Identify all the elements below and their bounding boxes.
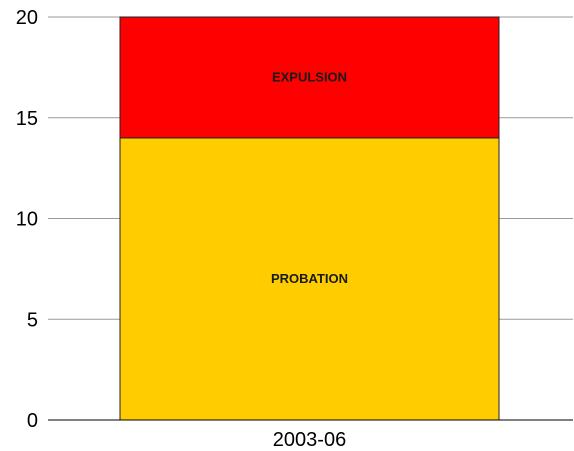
y-tick-label: 15: [16, 108, 38, 130]
y-tick-label: 20: [16, 7, 38, 29]
y-tick-label: 0: [27, 410, 38, 432]
y-tick-label: 10: [16, 209, 38, 231]
y-axis-tick-labels: 0 5 10 15 20: [16, 7, 38, 432]
bar-segments: [119, 16, 500, 421]
bar-segment-expulsion: [119, 16, 500, 139]
bar-segment-probation: [119, 137, 500, 421]
segment-label-probation: PROBATION: [271, 271, 348, 286]
y-tick-label: 5: [27, 309, 38, 331]
x-axis-tick-labels: 2003-06: [273, 429, 346, 451]
segment-label-expulsion: EXPULSION: [272, 69, 347, 84]
segment-labels: PROBATION EXPULSION: [271, 69, 348, 286]
x-tick-label: 2003-06: [273, 429, 346, 451]
